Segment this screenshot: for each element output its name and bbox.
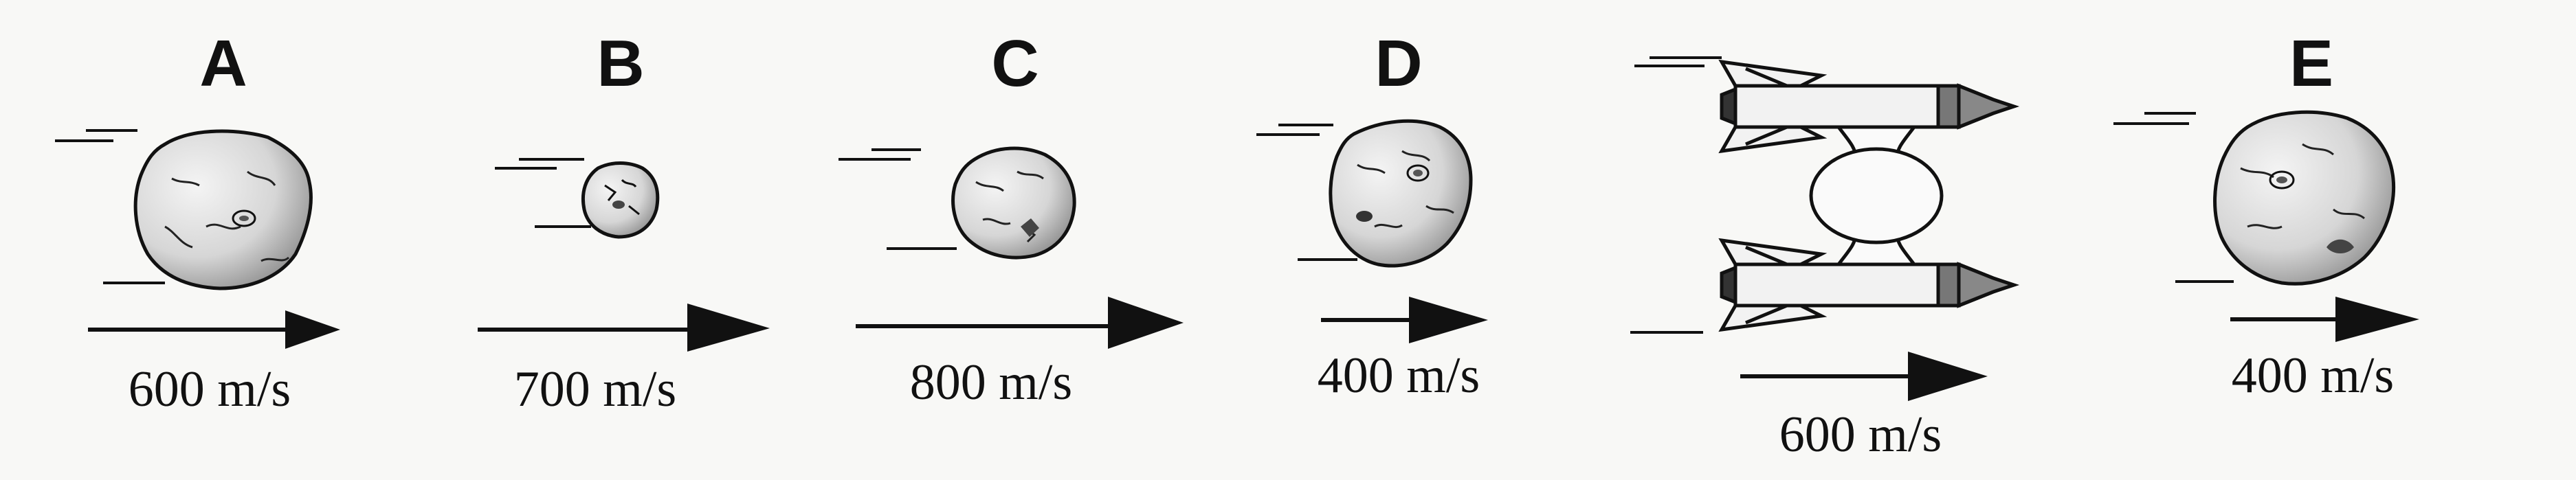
- asteroid-icon: [133, 129, 313, 290]
- arrowhead-e: [2335, 297, 2419, 342]
- arrowhead-a: [285, 310, 340, 349]
- object-e: [2113, 110, 2419, 342]
- object-b: [478, 158, 770, 352]
- arrowhead-c: [1108, 297, 1184, 349]
- label-c: C: [991, 27, 1039, 100]
- motion-lines-a: [55, 129, 165, 284]
- asteroid-icon: [2213, 110, 2396, 286]
- motion-lines-b: [495, 158, 591, 228]
- asteroid-icon: [1329, 119, 1473, 268]
- arrowhead-b: [687, 304, 770, 352]
- label-d: D: [1375, 27, 1423, 100]
- arrowhead-d: [1409, 297, 1488, 343]
- speed-d: 400 m/s: [1317, 347, 1480, 404]
- speed-b: 700 m/s: [513, 361, 677, 418]
- label-e: E: [2289, 27, 2334, 100]
- speed-a: 600 m/s: [128, 361, 291, 418]
- speed-e: 400 m/s: [2231, 347, 2395, 404]
- object-c: [839, 146, 1184, 349]
- motion-lines-ship: [1630, 56, 1722, 334]
- label-b: B: [597, 27, 645, 100]
- motion-lines-d: [1256, 124, 1357, 261]
- arrowhead-ship: [1908, 352, 1988, 401]
- speed-ship: 600 m/s: [1779, 407, 1942, 463]
- asteroid-icon: [951, 146, 1076, 260]
- speed-c: 800 m/s: [909, 354, 1073, 411]
- object-d: [1256, 119, 1488, 343]
- motion-lines-c: [839, 148, 957, 250]
- object-spaceship: [1630, 56, 2019, 401]
- asteroid-icon: [581, 161, 660, 239]
- spaceship-icon: [1718, 59, 2019, 332]
- label-a: A: [199, 27, 247, 100]
- motion-lines-e: [2113, 112, 2234, 283]
- object-a: [55, 129, 340, 349]
